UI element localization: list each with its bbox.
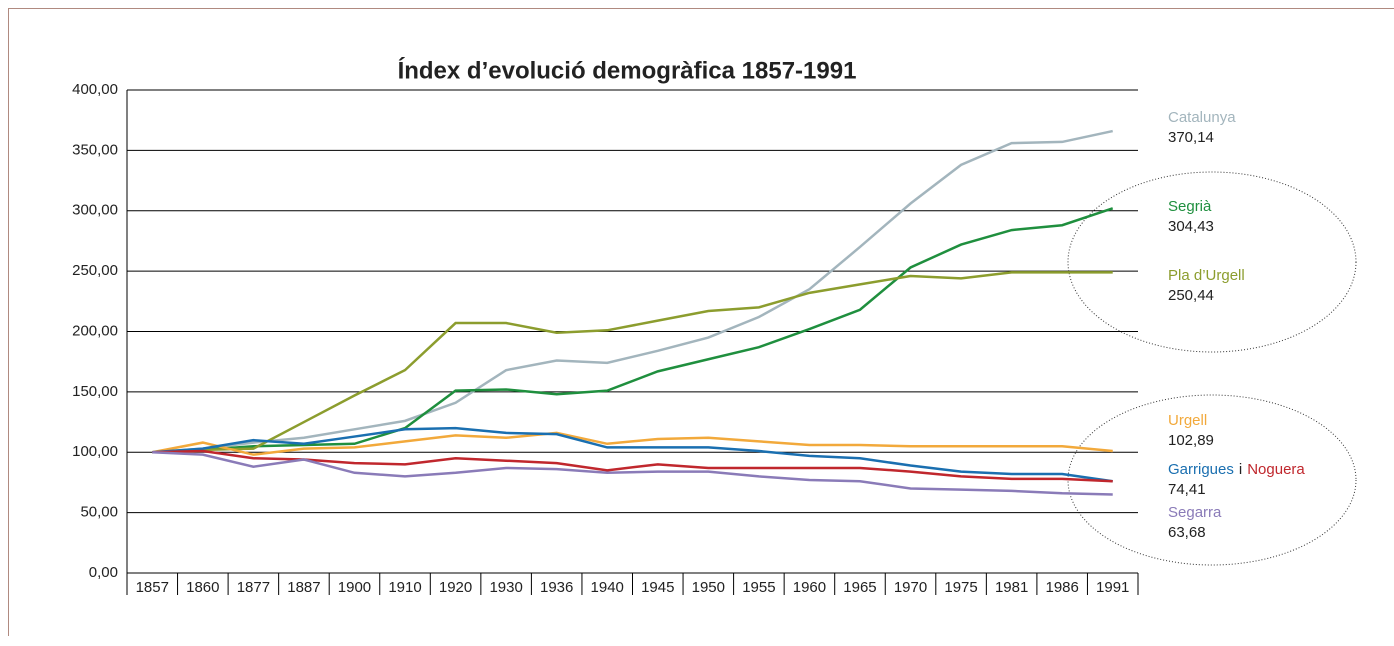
end-value-label: 250,44: [1168, 287, 1214, 304]
y-tick-label: 400,00: [72, 81, 118, 98]
series-name-label: Pla d’Urgell: [1168, 267, 1245, 284]
y-tick-label: 300,00: [72, 202, 118, 219]
highlight-ellipse: [1067, 171, 1357, 353]
x-tick-label: 1877: [237, 579, 270, 596]
y-tick-label: 50,00: [80, 504, 118, 521]
y-tick-label: 350,00: [72, 141, 118, 158]
chart-title: Índex d’evolució demogràfica 1857-1991: [398, 56, 857, 84]
x-tick-label: 1910: [388, 579, 421, 596]
end-value-label: 74,41: [1168, 481, 1206, 498]
x-tick-label: 1970: [894, 579, 927, 596]
end-value-label: 304,43: [1168, 218, 1214, 235]
series-line: [152, 129, 1113, 454]
y-tick-label: 100,00: [72, 443, 118, 460]
end-value-label: 102,89: [1168, 432, 1214, 449]
x-tick-label: 1860: [186, 579, 219, 596]
series-name: Segrià: [1168, 198, 1212, 215]
series-name: Noguera: [1247, 461, 1305, 478]
x-tick-label: 1920: [439, 579, 472, 596]
end-value-label: 63,68: [1168, 524, 1206, 541]
x-tick-label: 1900: [338, 579, 371, 596]
series-name-label: Segrià: [1168, 198, 1212, 215]
x-tick-label: 1930: [489, 579, 522, 596]
legend-joiner: i: [1239, 461, 1242, 478]
y-tick-label: 200,00: [72, 322, 118, 339]
x-tick-label: 1975: [944, 579, 977, 596]
series-line: [152, 451, 1113, 496]
highlight-ellipse: [1067, 394, 1357, 566]
series-line: [152, 207, 1114, 454]
frame: [8, 8, 1394, 636]
x-tick-label: 1960: [793, 579, 826, 596]
series-name: Urgell: [1168, 412, 1207, 429]
x-tick-label: 1936: [540, 579, 573, 596]
x-tick-label: 1945: [641, 579, 674, 596]
series-name-label: Catalunya: [1168, 109, 1236, 126]
series-name-label: Urgell: [1168, 412, 1207, 429]
series-name: Segarra: [1168, 504, 1222, 521]
y-tick-label: 250,00: [72, 262, 118, 279]
series-line: [152, 431, 1113, 456]
x-tick-label: 1981: [995, 579, 1028, 596]
series-name-label: Garrigues i Noguera: [1168, 461, 1305, 478]
x-tick-label: 1965: [843, 579, 876, 596]
x-tick-label: 1940: [591, 579, 624, 596]
x-tick-label: 1857: [136, 579, 169, 596]
series-name-label: Segarra: [1168, 504, 1222, 521]
x-tick-label: 1986: [1045, 579, 1078, 596]
series-line: [152, 426, 1113, 483]
series-line: [152, 271, 1113, 454]
y-tick-label: 0,00: [89, 564, 118, 581]
x-tick-label: 1991: [1096, 579, 1129, 596]
x-tick-label: 1887: [287, 579, 320, 596]
y-tick-label: 150,00: [72, 383, 118, 400]
end-value-label: 370,14: [1168, 129, 1214, 146]
series-name: Catalunya: [1168, 109, 1236, 126]
x-tick-label: 1950: [692, 579, 725, 596]
series-line: [152, 449, 1113, 483]
x-tick-label: 1955: [742, 579, 775, 596]
series-name: Garrigues: [1168, 461, 1234, 478]
series-name: Pla d’Urgell: [1168, 267, 1245, 284]
